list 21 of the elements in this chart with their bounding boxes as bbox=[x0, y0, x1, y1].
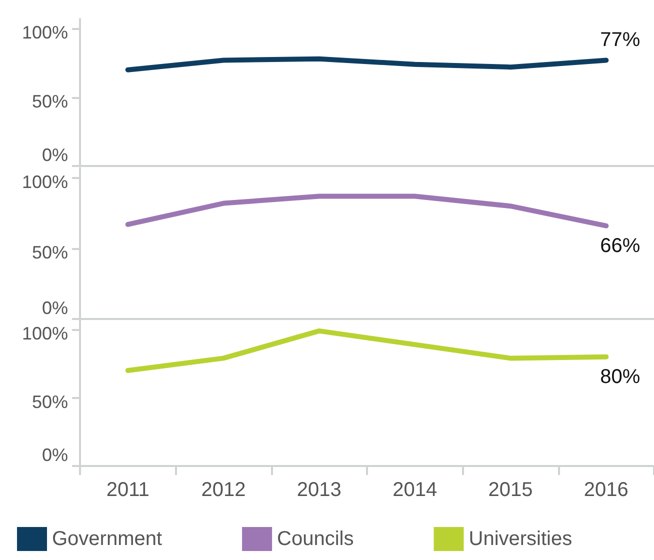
data-label: 80% bbox=[600, 366, 640, 388]
x-tick-label: 2012 bbox=[201, 479, 246, 501]
data-label: 77% bbox=[600, 29, 640, 52]
y-tick-label: 50% bbox=[32, 91, 68, 112]
x-tick-label: 2013 bbox=[296, 479, 342, 501]
x-tick-label: 2014 bbox=[392, 479, 438, 501]
y-tick-label: 50% bbox=[32, 392, 68, 412]
x-tick-label: 2015 bbox=[488, 479, 533, 501]
legend-label: Councils bbox=[277, 528, 354, 550]
y-tick-label: 100% bbox=[22, 22, 68, 43]
y-tick-label: 50% bbox=[32, 242, 68, 262]
y-tick-label: 0% bbox=[42, 145, 68, 165]
x-tick-label: 2016 bbox=[584, 479, 628, 501]
y-tick-label: 0% bbox=[42, 298, 68, 318]
y-tick-label: 100% bbox=[22, 324, 68, 344]
legend-label: Universities bbox=[468, 528, 572, 550]
data-label: 66% bbox=[600, 234, 640, 257]
y-tick-label: 100% bbox=[22, 172, 68, 192]
y-tick-label: 0% bbox=[42, 445, 68, 465]
x-tick-label: 2011 bbox=[106, 479, 150, 501]
legend-label: Government bbox=[52, 528, 162, 550]
